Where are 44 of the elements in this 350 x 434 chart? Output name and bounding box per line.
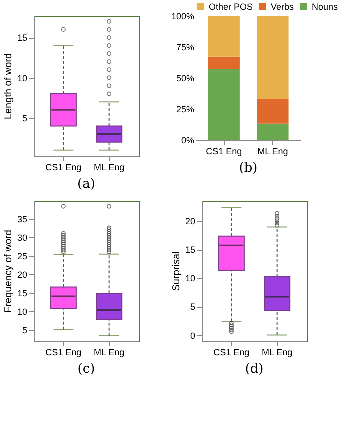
y-tick-label: 10	[185, 274, 196, 284]
y-tick-label: 100%	[171, 12, 194, 22]
bar	[257, 124, 289, 140]
y-tick-label: 15	[17, 33, 28, 44]
bar	[257, 16, 289, 100]
y-tick-label: 25	[17, 251, 28, 262]
y-axis-title: Frequency of word	[3, 230, 14, 313]
y-tick-label: 5	[190, 302, 196, 312]
bar	[208, 69, 240, 140]
legend-label: Nouns	[312, 2, 339, 12]
text: (a)	[78, 177, 96, 192]
bar	[208, 16, 240, 57]
x-tick-label: CS1 Eng	[46, 348, 82, 358]
legend-label: Other POS	[209, 2, 254, 12]
x-tick-label: ML Eng	[258, 146, 288, 156]
bar	[257, 99, 289, 124]
y-tick-label: 20	[17, 270, 28, 280]
x-tick-label: CS1 Eng	[46, 162, 82, 172]
legend-label: Verbs	[271, 2, 295, 12]
y-tick-label: 10	[17, 73, 28, 84]
x-tick-label: CS1 Eng	[214, 348, 250, 358]
y-axis-title: Length of word	[3, 53, 14, 120]
text: (c)	[78, 362, 96, 377]
x-tick-label: ML Eng	[94, 162, 125, 172]
y-tick-label: 30	[17, 232, 28, 243]
x-tick-label: ML Eng	[94, 348, 125, 358]
y-tick-label: 5	[22, 114, 28, 124]
y-tick-label: 0%	[181, 136, 194, 146]
y-tick-label: 5	[22, 325, 28, 336]
bar	[208, 56, 240, 70]
x-tick-label: ML Eng	[262, 348, 293, 358]
y-tick-label: 0	[190, 330, 196, 341]
text: (d)	[245, 362, 264, 377]
y-tick-label: 35	[17, 214, 28, 224]
y-tick-label: 15	[17, 288, 28, 298]
y-tick-label: 75%	[176, 42, 194, 52]
y-tick-label: 25%	[176, 104, 194, 114]
y-tick-label: 20	[185, 216, 196, 226]
y-tick-label: 50%	[176, 74, 194, 84]
y-tick-label: 10	[17, 306, 28, 317]
y-tick-label: 15	[185, 245, 196, 256]
x-tick-label: CS1 Eng	[206, 146, 242, 156]
text: (b)	[239, 161, 258, 176]
y-axis-title: Surprisal	[171, 252, 182, 292]
